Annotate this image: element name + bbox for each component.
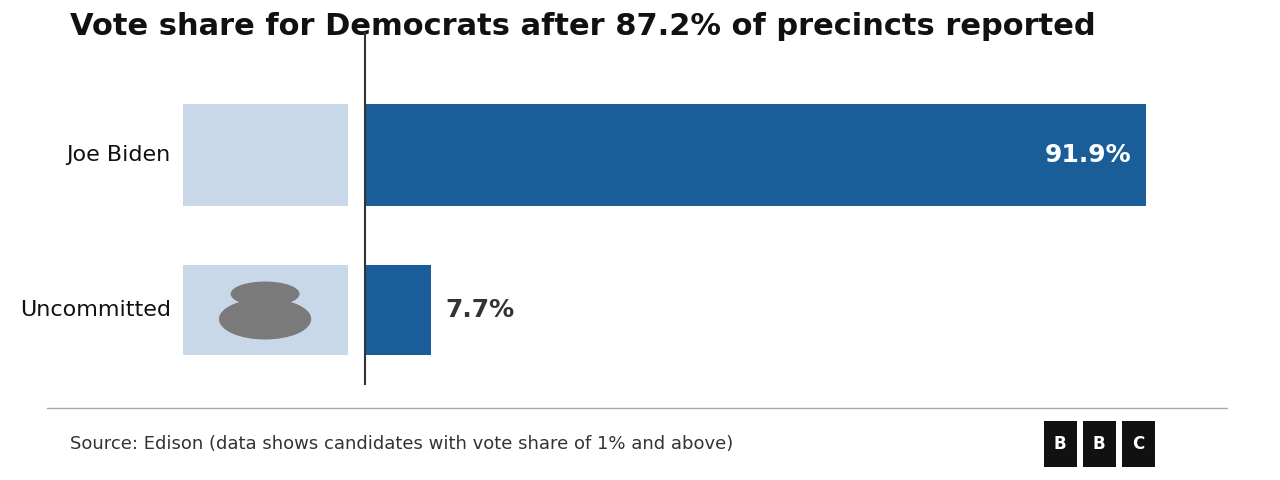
Text: C: C bbox=[1132, 435, 1144, 453]
FancyBboxPatch shape bbox=[1043, 420, 1076, 468]
Text: B: B bbox=[1093, 435, 1106, 453]
Text: Uncommitted: Uncommitted bbox=[19, 300, 170, 320]
Ellipse shape bbox=[220, 300, 311, 339]
FancyBboxPatch shape bbox=[1121, 420, 1155, 468]
FancyBboxPatch shape bbox=[1083, 420, 1116, 468]
Text: Source: Edison (data shows candidates with vote share of 1% and above): Source: Edison (data shows candidates wi… bbox=[70, 435, 733, 453]
FancyBboxPatch shape bbox=[183, 265, 348, 355]
Text: Joe Biden: Joe Biden bbox=[67, 145, 170, 165]
FancyBboxPatch shape bbox=[365, 265, 431, 355]
FancyBboxPatch shape bbox=[183, 104, 348, 206]
FancyBboxPatch shape bbox=[365, 104, 1146, 206]
Text: 7.7%: 7.7% bbox=[445, 298, 515, 322]
Circle shape bbox=[232, 282, 298, 306]
Text: B: B bbox=[1053, 435, 1066, 453]
Text: 91.9%: 91.9% bbox=[1046, 143, 1132, 167]
Text: Vote share for Democrats after 87.2% of precincts reported: Vote share for Democrats after 87.2% of … bbox=[70, 12, 1096, 41]
